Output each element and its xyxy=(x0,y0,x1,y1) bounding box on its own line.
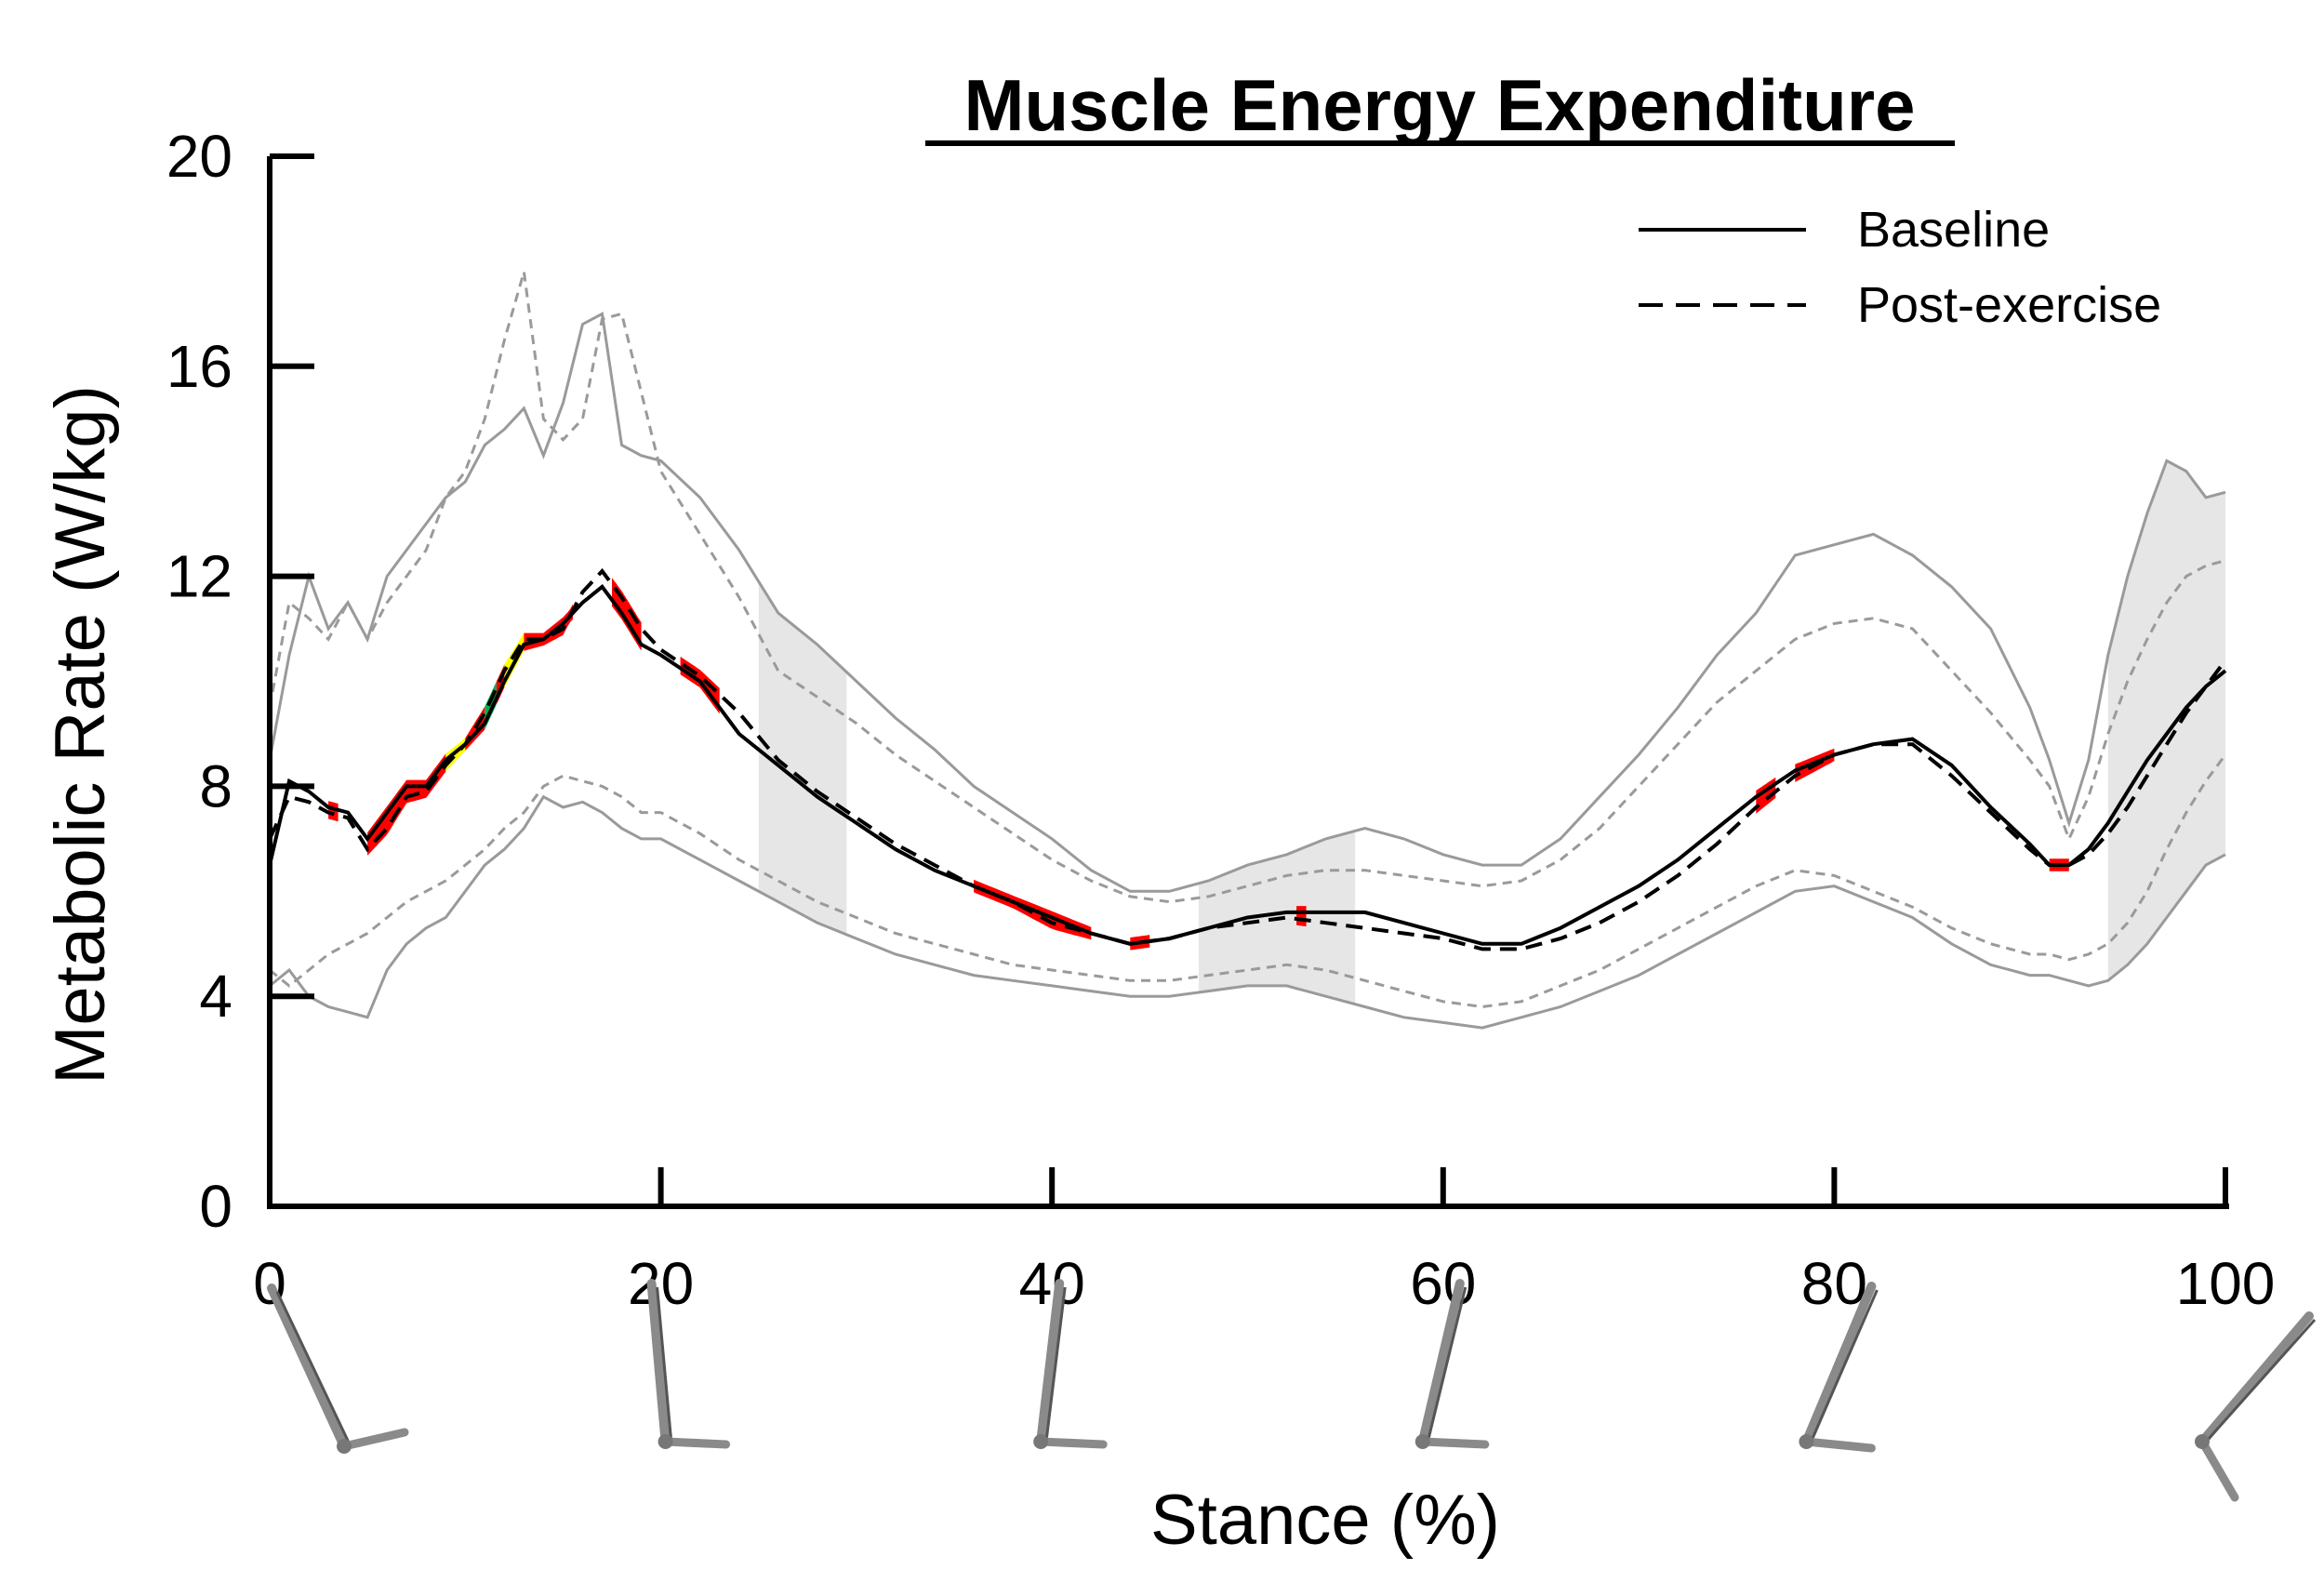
y-tick-label: 8 xyxy=(199,752,232,819)
shaded-region xyxy=(758,581,847,935)
post-exercise-upper-band-line xyxy=(268,271,2226,904)
y-tick-label: 20 xyxy=(166,123,232,190)
axes xyxy=(267,156,2229,1209)
x-tick-label: 60 xyxy=(1410,1250,1476,1317)
variability-bands xyxy=(268,271,2227,1030)
x-tick-label: 80 xyxy=(1801,1250,1867,1317)
y-tick-label: 12 xyxy=(166,543,232,610)
x-tick-label: 40 xyxy=(1019,1250,1085,1317)
post-exercise-lower-band-line xyxy=(269,753,2227,1009)
x-axis-label: Stance (%) xyxy=(1150,1481,1500,1560)
significance-region-red xyxy=(1296,906,1307,927)
significance-region-yellow xyxy=(445,738,466,772)
y-axis-label: Metabolic Rate (W/kg) xyxy=(41,385,120,1084)
legend-label-post-exercise: Post-exercise xyxy=(1857,277,2161,333)
significance-region-red xyxy=(367,753,446,856)
post-exercise-mean-line xyxy=(268,567,2227,951)
mean-lines xyxy=(268,567,2227,951)
stance-leg-icon xyxy=(2195,1311,2317,1502)
stance-leg-icon xyxy=(1414,1279,1490,1449)
stance-leg-icons xyxy=(267,1279,2317,1502)
legend-label-baseline: Baseline xyxy=(1857,202,2050,258)
stance-leg-icon xyxy=(267,1284,409,1454)
shaded-regions xyxy=(758,460,2225,1004)
shaded-region xyxy=(2107,460,2225,981)
baseline-upper-band-line xyxy=(268,312,2226,893)
y-tick-label: 4 xyxy=(199,963,232,1030)
y-tick-label: 0 xyxy=(199,1173,232,1240)
x-ticks: 0 20 40 60 80 100 xyxy=(253,1167,2275,1317)
x-tick-label: 100 xyxy=(2176,1250,2276,1317)
y-tick-label: 16 xyxy=(166,333,232,400)
y-ticks: 0 4 8 12 16 20 xyxy=(166,123,314,1240)
stance-leg-icon xyxy=(646,1279,731,1449)
chart-title: Muscle Energy Expenditure xyxy=(964,64,1916,146)
baseline-lower-band-line xyxy=(269,794,2226,1030)
stance-leg-icon xyxy=(1033,1279,1108,1449)
legend: Baseline Post-exercise xyxy=(1639,202,2161,333)
stance-leg-icon xyxy=(1799,1282,1879,1453)
x-tick-label: 20 xyxy=(628,1250,694,1317)
